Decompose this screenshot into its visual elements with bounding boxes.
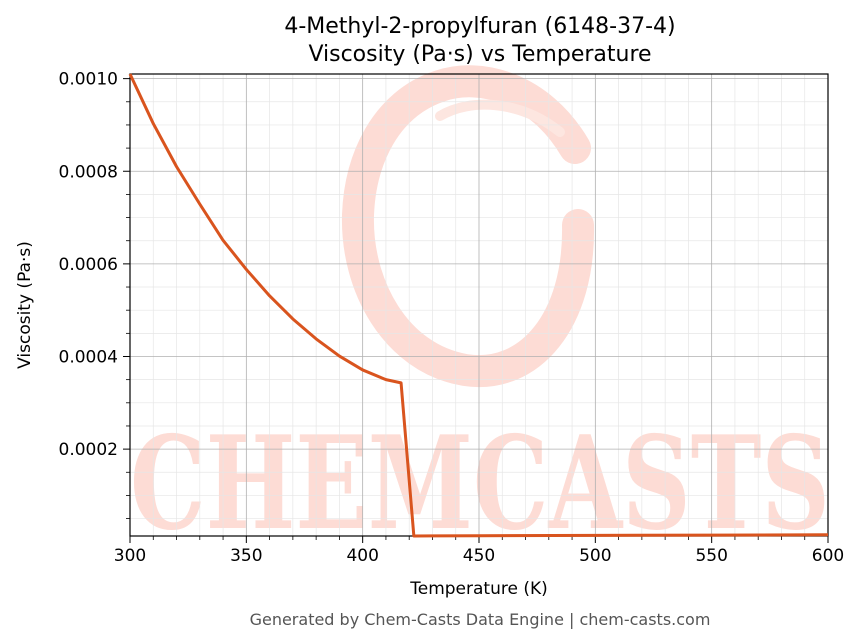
x-tick-label: 350 [230, 546, 262, 566]
series-line [128, 73, 829, 538]
x-tick-label: 500 [579, 546, 611, 566]
x-axis-label: Temperature (K) [409, 579, 548, 599]
y-tick-label: 0.0006 [59, 255, 118, 275]
watermark-logo-icon [341, 65, 595, 388]
chart-title-line2: Viscosity (Pa·s) vs Temperature [308, 42, 651, 67]
x-tick-label: 550 [695, 546, 727, 566]
x-tick-labels: 300 350 400 450 500 550 600 [114, 546, 844, 566]
chart-title-line1: 4-Methyl-2-propylfuran (6148-37-4) [284, 14, 675, 39]
x-tick-label: 600 [812, 546, 844, 566]
y-tick-label: 0.0010 [59, 70, 118, 90]
x-tick-label: 400 [346, 546, 378, 566]
y-tick-label: 0.0002 [59, 440, 118, 460]
y-tick-label: 0.0008 [59, 162, 118, 182]
y-axis-label: Viscosity (Pa·s) [15, 241, 35, 369]
watermark: CHEMCASTS [130, 65, 830, 559]
y-tick-labels: 0.0002 0.0004 0.0006 0.0008 0.0010 [59, 70, 118, 460]
x-tick-label: 450 [463, 546, 495, 566]
x-tick-label: 300 [114, 546, 146, 566]
y-tick-label: 0.0004 [59, 347, 118, 367]
footer-credit: Generated by Chem-Casts Data Engine | ch… [250, 610, 711, 629]
